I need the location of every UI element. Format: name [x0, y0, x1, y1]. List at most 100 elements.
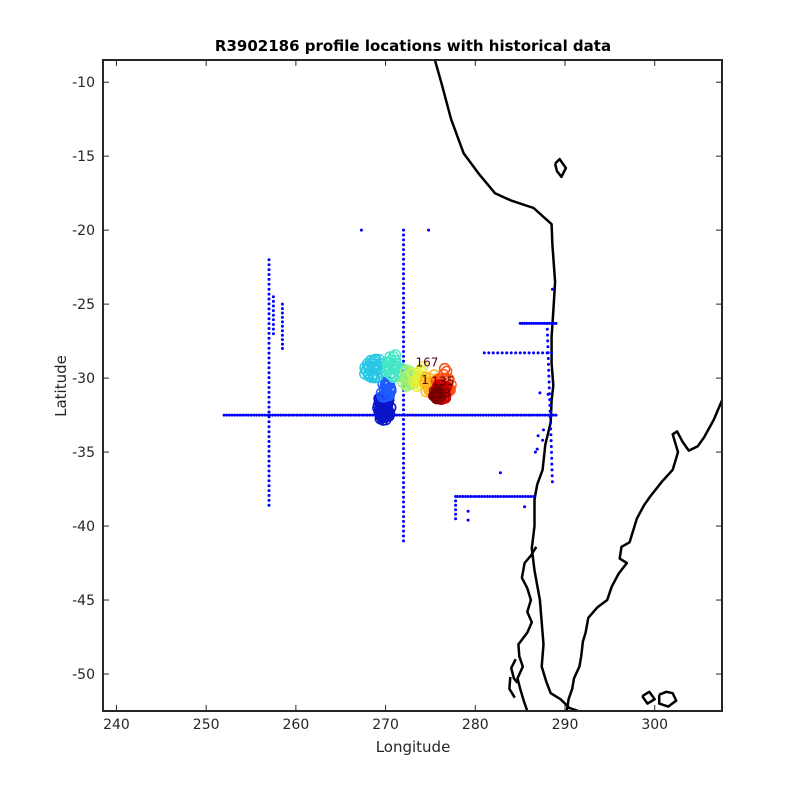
historical-point: [402, 233, 405, 237]
historical-point: [346, 413, 350, 417]
historical-point: [402, 432, 405, 436]
historical-point: [452, 413, 455, 417]
historical-point: [527, 413, 531, 417]
historical-point: [402, 490, 405, 494]
historical-point: [402, 437, 405, 441]
historical-point: [547, 386, 551, 390]
historical-point: [500, 413, 504, 417]
historical-point: [402, 505, 405, 509]
historical-point: [506, 413, 509, 417]
historical-point: [499, 495, 503, 498]
historical-point: [548, 409, 552, 413]
historical-point: [222, 413, 226, 417]
historical-point: [352, 413, 356, 417]
x-tick-label: 260: [283, 717, 310, 733]
historical-point: [267, 371, 271, 375]
historical-point: [547, 362, 550, 366]
historical-point: [422, 413, 426, 417]
historical-point: [550, 480, 554, 484]
historical-point: [466, 509, 470, 513]
historical-point: [547, 321, 551, 325]
coastline: [516, 546, 538, 711]
historical-point: [402, 456, 405, 460]
historical-point: [402, 272, 405, 276]
historical-point: [228, 413, 231, 417]
historical-point: [273, 413, 277, 417]
historical-point: [433, 413, 437, 417]
historical-point: [267, 444, 271, 448]
historical-point: [279, 413, 283, 417]
historical-point: [402, 286, 405, 290]
coastline: [565, 399, 722, 711]
historical-point: [402, 510, 405, 514]
historical-point: [267, 282, 271, 286]
historical-point: [267, 459, 271, 463]
profile-number-label: 167: [415, 355, 438, 369]
historical-point: [280, 320, 284, 324]
historical-point: [402, 320, 405, 324]
historical-point: [267, 464, 271, 468]
historical-point: [267, 336, 271, 340]
historical-point: [508, 413, 512, 417]
historical-point: [550, 462, 554, 466]
historical-point: [267, 312, 271, 316]
historical-point: [533, 450, 537, 454]
x-tick-label: 250: [193, 717, 220, 733]
historical-point: [280, 347, 284, 350]
historical-point: [466, 495, 470, 498]
historical-point: [454, 517, 458, 521]
historical-point: [548, 403, 552, 407]
historical-point: [402, 398, 405, 402]
historical-point: [470, 413, 474, 417]
historical-point: [311, 413, 315, 417]
historical-point: [541, 321, 545, 325]
historical-point: [491, 495, 495, 498]
x-tick-label: 270: [372, 717, 399, 733]
historical-point: [443, 413, 447, 417]
historical-point: [549, 427, 553, 431]
y-tick-label: -50: [72, 667, 95, 683]
historical-point: [464, 495, 467, 498]
historical-point: [402, 301, 405, 305]
historical-point: [441, 413, 445, 417]
historical-point: [402, 393, 405, 397]
historical-point: [267, 410, 271, 414]
historical-point: [402, 340, 405, 344]
historical-point: [527, 321, 531, 325]
historical-point: [267, 494, 271, 497]
historical-point: [267, 361, 271, 365]
coastline: [657, 690, 678, 708]
historical-point: [402, 408, 405, 412]
historical-point: [267, 322, 271, 326]
y-tick-label: -10: [72, 75, 95, 91]
y-tick-label: -35: [72, 445, 95, 461]
historical-point: [402, 485, 405, 489]
historical-point: [492, 413, 496, 417]
historical-point: [368, 413, 372, 417]
historical-point: [267, 430, 271, 434]
historical-point: [267, 268, 271, 272]
y-tick-label: -20: [72, 223, 95, 239]
historical-point: [411, 413, 415, 417]
historical-point: [523, 321, 527, 325]
historical-point: [536, 434, 540, 438]
historical-point: [549, 433, 553, 437]
historical-point: [466, 518, 470, 522]
historical-point: [465, 413, 469, 417]
historical-point: [454, 495, 458, 498]
plot-frame: [102, 59, 723, 712]
historical-point: [435, 413, 439, 417]
historical-point: [267, 435, 271, 439]
historical-point: [487, 351, 491, 355]
historical-point: [267, 277, 271, 281]
historical-point: [267, 484, 271, 488]
historical-point: [225, 413, 229, 417]
historical-point: [462, 413, 466, 417]
historical-point: [520, 321, 524, 325]
historical-point: [362, 413, 366, 417]
historical-point: [276, 413, 280, 417]
chart-title: R3902186 profile locations with historic…: [215, 37, 611, 55]
historical-point: [535, 447, 539, 451]
historical-point: [402, 519, 405, 523]
